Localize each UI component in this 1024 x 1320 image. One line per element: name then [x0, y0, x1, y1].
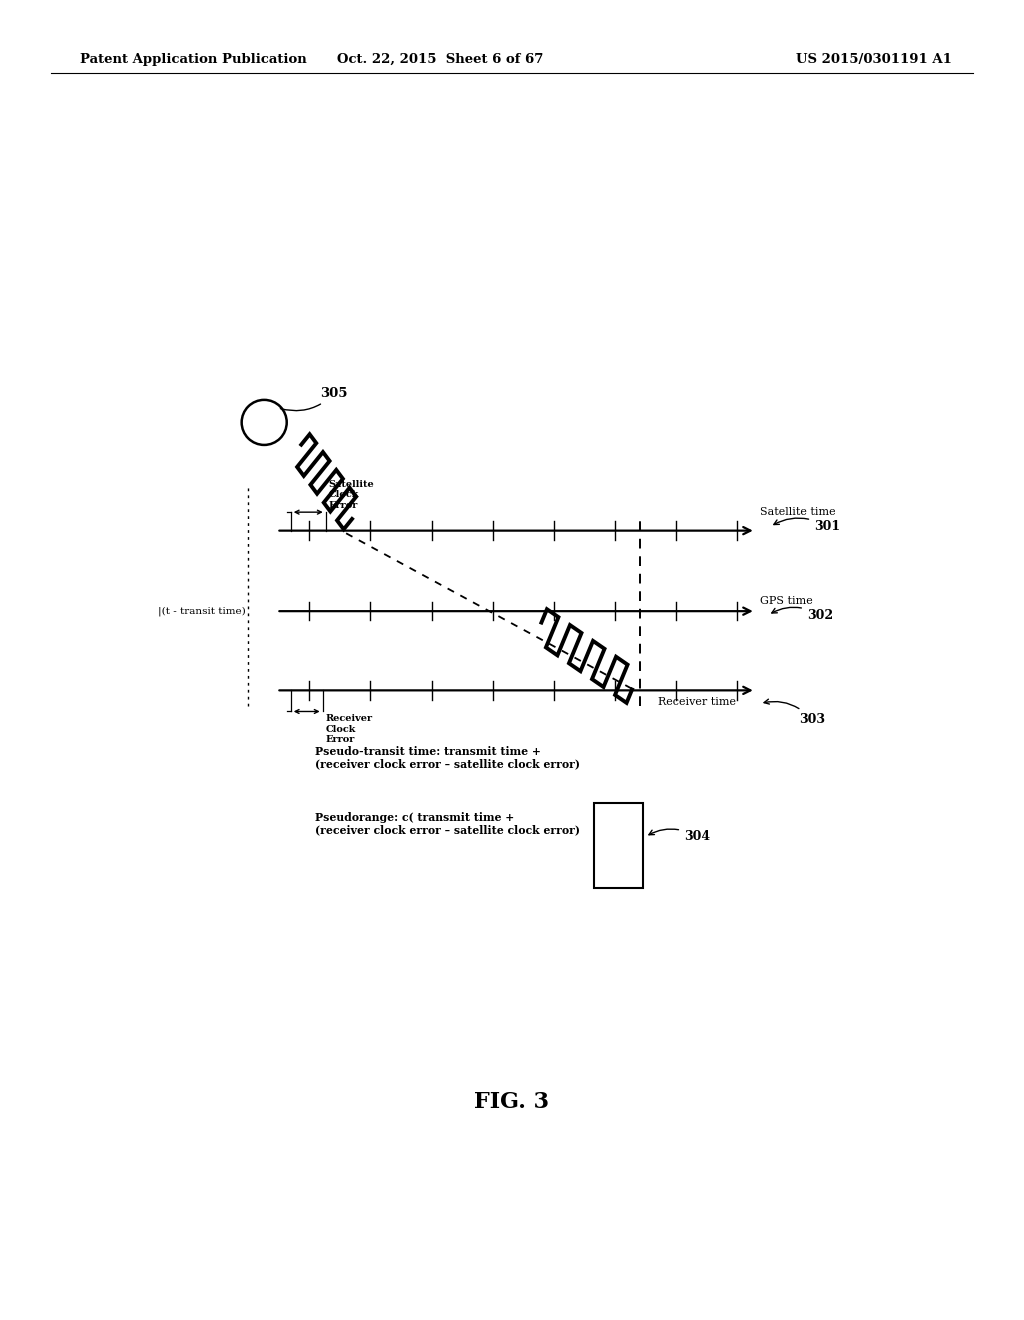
Text: Pseudorange: c( transmit time +
(receiver clock error – satellite clock error): Pseudorange: c( transmit time + (receive…	[315, 812, 581, 836]
Text: US 2015/0301191 A1: US 2015/0301191 A1	[797, 53, 952, 66]
Text: Satellite time: Satellite time	[760, 507, 836, 517]
Text: 301: 301	[774, 517, 841, 533]
Text: Receiver
Clock
Error: Receiver Clock Error	[326, 714, 373, 744]
Text: 303: 303	[764, 700, 824, 726]
Text: Patent Application Publication: Patent Application Publication	[80, 53, 306, 66]
Text: 304: 304	[649, 829, 711, 843]
Text: |(t - transit time): |(t - transit time)	[158, 606, 246, 616]
Text: 305: 305	[281, 387, 348, 411]
Text: Pseudo-transit time: transmit time +
(receiver clock error – satellite clock err: Pseudo-transit time: transmit time + (re…	[315, 746, 581, 770]
Text: GPS time: GPS time	[760, 595, 813, 606]
Text: Oct. 22, 2015  Sheet 6 of 67: Oct. 22, 2015 Sheet 6 of 67	[337, 53, 544, 66]
Text: FIG. 3: FIG. 3	[474, 1092, 550, 1113]
Text: 302: 302	[772, 607, 834, 622]
Text: Satellite
Clock
Error: Satellite Clock Error	[329, 479, 375, 510]
Bar	[594, 803, 643, 888]
Text: Receiver time: Receiver time	[658, 697, 736, 708]
